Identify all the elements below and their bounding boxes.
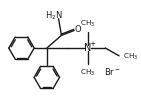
Text: H$_2$N: H$_2$N: [45, 10, 63, 22]
Text: +: +: [89, 41, 95, 47]
Text: Br$^-$: Br$^-$: [104, 66, 121, 77]
Text: O: O: [74, 25, 81, 34]
Text: N: N: [84, 43, 92, 53]
Text: CH$_3$: CH$_3$: [80, 18, 95, 28]
Text: CH$_3$: CH$_3$: [123, 52, 138, 62]
Text: CH$_3$: CH$_3$: [80, 68, 95, 78]
